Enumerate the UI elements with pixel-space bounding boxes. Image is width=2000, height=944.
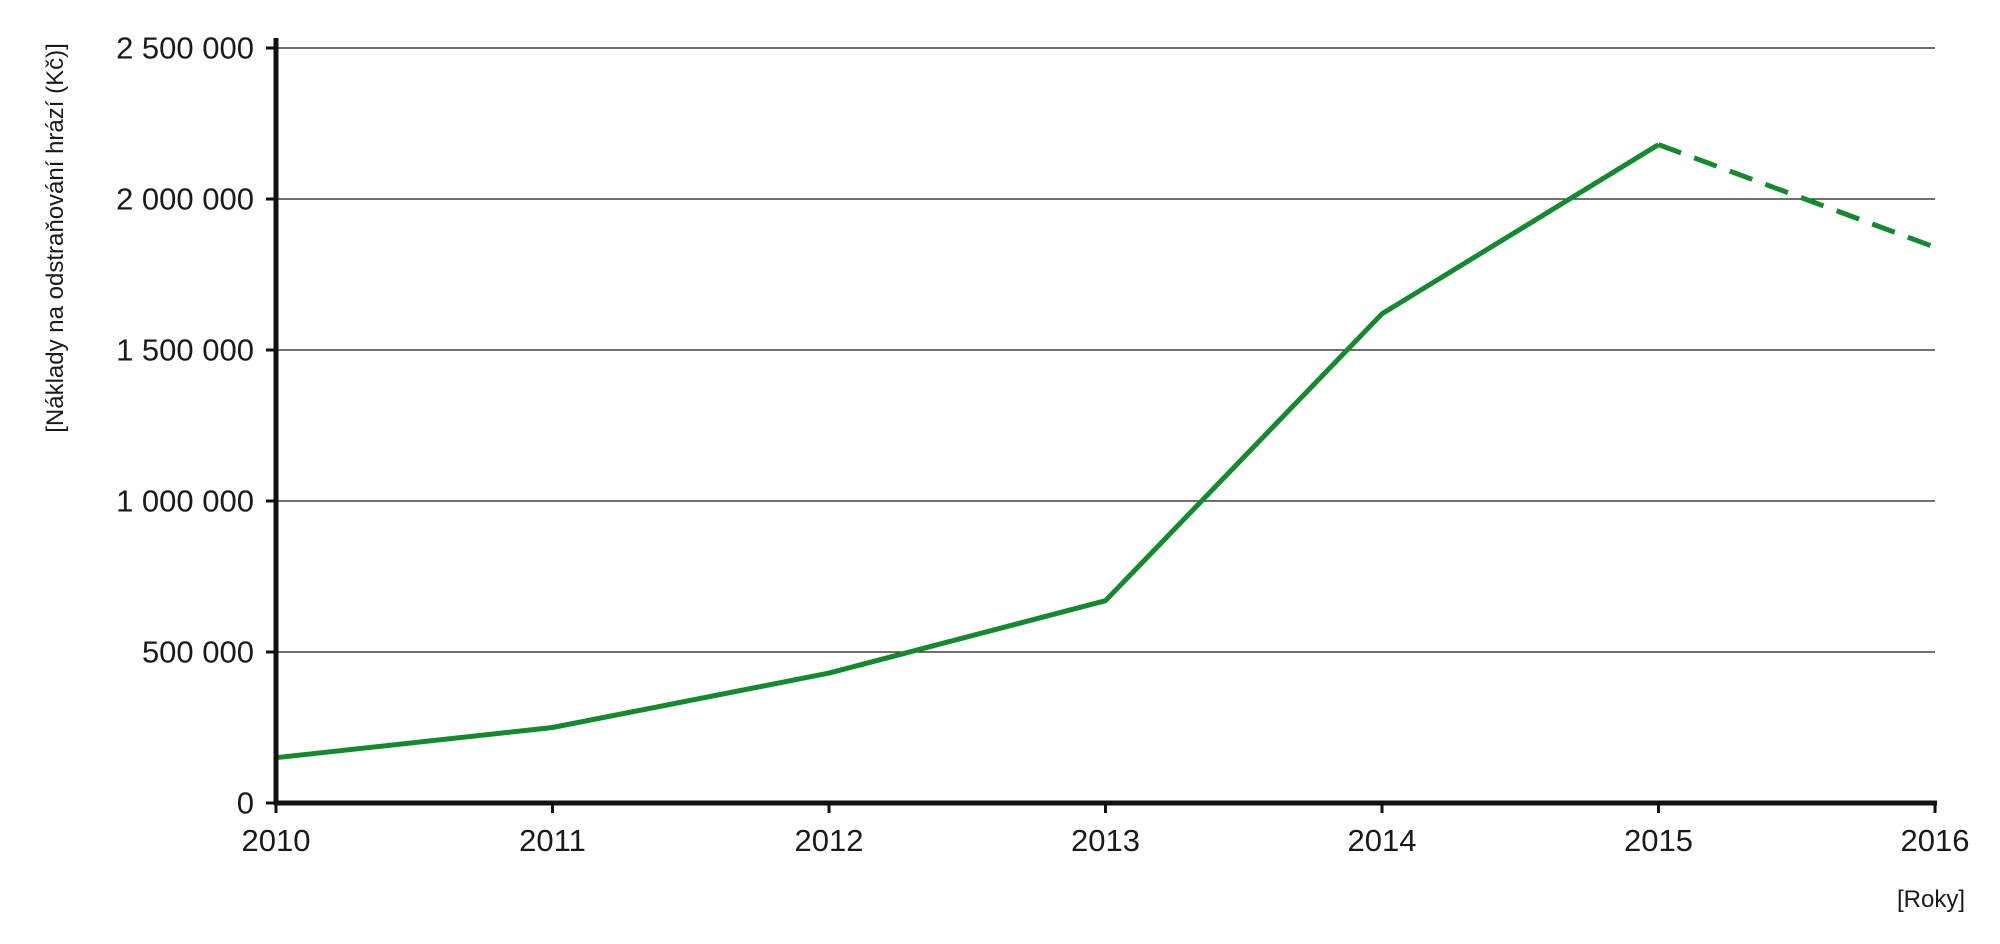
series-line-0-solid — [275, 142, 1660, 761]
y-axis-title: [Náklady na odstraňování hrází (Kč)] — [42, 43, 69, 433]
x-tick-label: 2010 — [242, 823, 311, 858]
y-tick-label: 1 000 000 — [116, 484, 254, 519]
x-tick-label: 2013 — [1071, 823, 1140, 858]
tick-labels: 0 500 000 1 000 000 1 500 000 2 000 000 2 500… — [116, 31, 1969, 859]
y-tick-label: 0 — [237, 786, 254, 821]
x-tick-label: 2014 — [1348, 823, 1417, 858]
x-axis-title: [Roky] — [1897, 886, 1965, 913]
x-tick-label: 2011 — [519, 823, 586, 858]
series-lines — [275, 142, 1936, 761]
y-tick-label: 2 500 000 — [116, 31, 254, 66]
axes — [266, 38, 1937, 813]
series-line-1-dashed — [1657, 142, 1936, 250]
y-tick-label: 1 500 000 — [116, 333, 254, 368]
y-tick-label: 500 000 — [142, 635, 254, 670]
x-tick-label: 2012 — [795, 823, 864, 858]
grid-lines — [276, 47, 1935, 653]
y-tick-label: 2 000 000 — [116, 182, 254, 217]
x-tick-label: 2015 — [1624, 823, 1693, 858]
x-tick-label: 2016 — [1901, 823, 1970, 858]
